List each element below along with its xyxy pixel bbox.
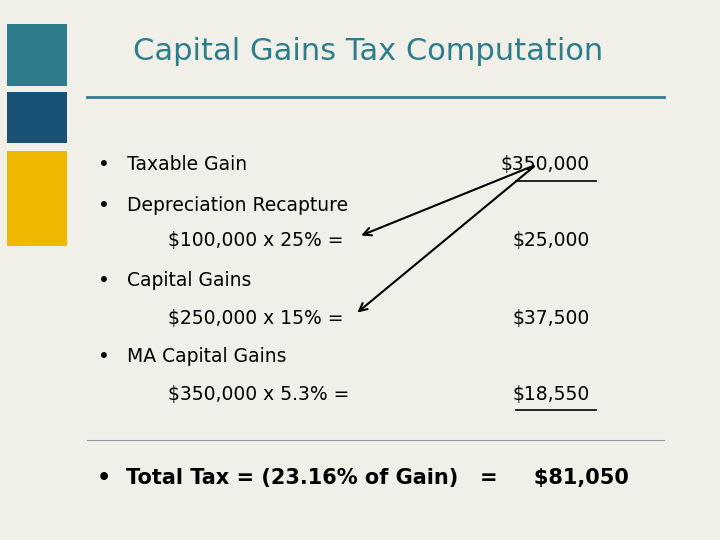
Text: $37,500: $37,500 [513,309,590,328]
Text: •: • [98,271,110,291]
Text: $350,000 x 5.3% =: $350,000 x 5.3% = [168,384,349,404]
Text: $250,000 x 15% =: $250,000 x 15% = [168,309,343,328]
Text: •: • [98,155,110,174]
Text: •: • [96,468,111,488]
Text: Capital Gains: Capital Gains [127,271,252,291]
Text: •: • [98,195,110,215]
Text: Taxable Gain: Taxable Gain [127,155,248,174]
Text: Capital Gains Tax Computation: Capital Gains Tax Computation [133,37,604,66]
Text: Total Tax = (23.16% of Gain)   =     $81,050: Total Tax = (23.16% of Gain) = $81,050 [126,468,629,488]
Text: $350,000: $350,000 [500,155,590,174]
FancyBboxPatch shape [6,24,67,86]
Text: •: • [98,347,110,366]
Text: $25,000: $25,000 [513,231,590,250]
Text: $100,000 x 25% =: $100,000 x 25% = [168,231,343,250]
FancyBboxPatch shape [6,151,67,246]
Text: Depreciation Recapture: Depreciation Recapture [127,195,348,215]
FancyBboxPatch shape [6,92,67,143]
Text: $18,550: $18,550 [513,384,590,404]
Text: MA Capital Gains: MA Capital Gains [127,347,287,366]
